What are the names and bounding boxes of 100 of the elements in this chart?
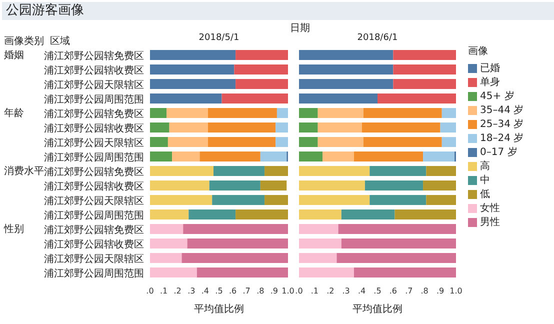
y-tick-label: 浦江郊野公园辖免费区 <box>44 224 144 236</box>
bar <box>299 238 342 249</box>
legend-label: 已婚 <box>480 62 500 75</box>
text: 日期 <box>290 22 310 35</box>
y-tick-label: 浦江郊野公园辖收费区 <box>44 64 144 76</box>
bar <box>188 210 236 220</box>
legend-label: 高 <box>480 160 490 173</box>
x-tick-label: 1.0 <box>282 286 294 296</box>
y-tick-label: 浦江郊野公园辖收费区 <box>44 180 144 192</box>
legend-label: 35–44 岁 <box>480 104 524 117</box>
y-tick-label: 浦江郊野公园辖免费区 <box>44 108 144 120</box>
chart-subtitle: 2018/6/1 <box>356 33 399 43</box>
bar <box>260 180 287 191</box>
x-tick-label: .9 <box>436 286 444 296</box>
bar <box>299 79 394 90</box>
bar <box>299 210 342 220</box>
x-tick-label: 1.0 <box>450 286 462 296</box>
text: 区域 <box>50 34 70 48</box>
legend-label: 0–17 岁 <box>480 146 518 159</box>
bar <box>172 152 200 162</box>
x-tick-label: .2 <box>174 286 182 296</box>
bar <box>362 122 440 133</box>
bar <box>150 152 172 162</box>
x-axis-title: 平均值比例 <box>352 302 404 316</box>
bar <box>299 94 378 104</box>
legend-label: 低 <box>480 188 490 201</box>
bar <box>378 94 456 104</box>
x-tick-label: .3 <box>342 286 350 296</box>
bar <box>264 166 288 176</box>
bar <box>150 122 170 133</box>
y-tick-label: 浦江郊野公园周围范围 <box>44 93 144 106</box>
bar <box>200 152 260 162</box>
text: 性别 <box>4 222 24 236</box>
bar <box>150 108 167 118</box>
bar <box>336 253 456 264</box>
bar <box>187 238 288 249</box>
bar <box>363 108 442 118</box>
bar <box>363 137 442 148</box>
bar <box>426 195 456 206</box>
bar <box>236 210 288 220</box>
bar <box>182 253 288 264</box>
bar <box>370 195 426 206</box>
bar <box>264 195 288 206</box>
legend-label: 单身 <box>480 76 500 89</box>
bar <box>209 180 260 191</box>
bar <box>150 166 214 176</box>
bar <box>299 268 354 278</box>
x-tick-label: .1 <box>160 286 168 296</box>
bar <box>276 137 288 148</box>
bar <box>299 50 394 60</box>
bar <box>196 268 288 278</box>
bar <box>150 180 210 191</box>
bar <box>338 224 456 234</box>
legend-label: 女性 <box>480 202 500 215</box>
bar <box>236 50 288 60</box>
x-tick-label: .3 <box>188 286 196 296</box>
bar <box>423 152 454 162</box>
legend-label: 25–34 岁 <box>480 118 524 131</box>
bar <box>299 108 318 118</box>
bar <box>341 210 395 220</box>
x-tick-label: .5 <box>374 286 382 296</box>
bar <box>183 224 288 234</box>
legend-label: 45+ 岁 <box>480 90 514 103</box>
bar <box>150 253 182 264</box>
bar <box>150 79 236 90</box>
bar <box>276 122 288 133</box>
bar <box>299 253 337 264</box>
bar <box>322 152 354 162</box>
bar <box>213 166 265 176</box>
bar <box>150 224 184 234</box>
bar <box>318 108 364 118</box>
text: 公园游客画像 <box>2 2 554 20</box>
bar <box>299 64 394 75</box>
y-tick-label: 浦江郊野公园天限辖区 <box>44 78 144 91</box>
x-tick-label: .4 <box>358 286 366 296</box>
y-tick-label: 浦江郊野公园天限辖区 <box>44 194 144 207</box>
bar <box>442 108 456 118</box>
bar <box>299 180 365 191</box>
text: 年龄 <box>4 106 24 120</box>
bar <box>150 238 188 249</box>
bar <box>150 195 212 206</box>
bar <box>370 166 426 176</box>
y-tick-label: 浦江郊野公园天限辖区 <box>44 252 144 265</box>
bar <box>166 108 208 118</box>
bar <box>234 64 288 75</box>
y-tick-label: 浦江郊野公园辖免费区 <box>44 166 144 178</box>
bar <box>354 152 424 162</box>
bar <box>354 268 456 278</box>
y-tick-label: 浦江郊野公园辖收费区 <box>44 238 144 250</box>
bar <box>222 94 288 104</box>
bar <box>393 50 456 60</box>
legend-label: 18–24 岁 <box>480 132 524 145</box>
text: 婚姻 <box>4 49 24 62</box>
x-tick-label: .0 <box>146 286 154 296</box>
bar <box>299 224 338 234</box>
x-tick-label: .1 <box>310 286 319 296</box>
y-tick-label: 浦江郊野公园辖收费区 <box>44 122 144 134</box>
bar <box>440 122 456 133</box>
bar <box>150 94 222 104</box>
legend-title: 画像 <box>468 45 489 58</box>
